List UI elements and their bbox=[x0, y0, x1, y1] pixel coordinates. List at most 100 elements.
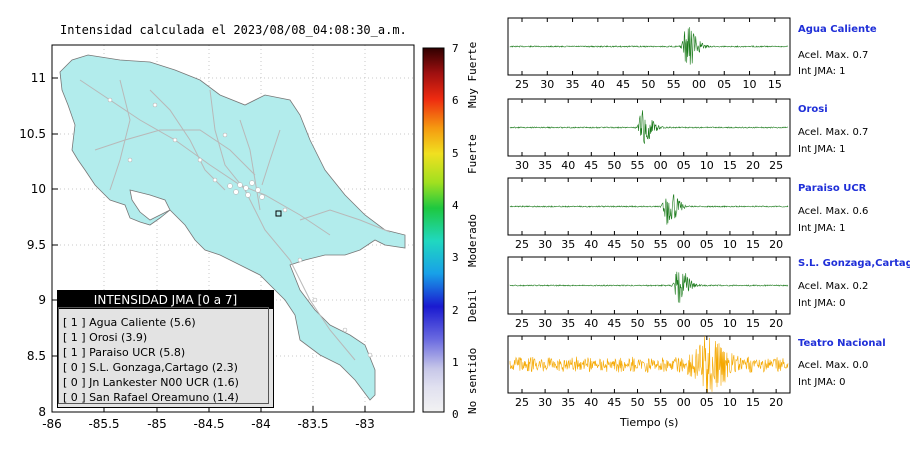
station-name: S.L. Gonzaga,Cartago bbox=[798, 258, 910, 269]
legend-station: Orosi (3.9) bbox=[89, 331, 148, 344]
time-tick: 55 bbox=[654, 396, 668, 409]
time-tick: 50 bbox=[631, 317, 645, 330]
colorbar-tick: 2 bbox=[452, 303, 459, 317]
station-jma: Int JMA: 1 bbox=[798, 223, 846, 234]
map-roads bbox=[79, 79, 391, 361]
map-x-tick: -83 bbox=[355, 417, 375, 431]
time-tick: 55 bbox=[631, 159, 645, 172]
legend-row: [ 1 ] Agua Caliente (5.6) bbox=[63, 316, 196, 329]
waveform-trace bbox=[509, 194, 789, 225]
colorbar-label-no-sentido: No sentido bbox=[466, 347, 479, 414]
time-tick: 25 bbox=[515, 78, 529, 91]
time-tick: 10 bbox=[723, 396, 737, 409]
time-tick: 00 bbox=[692, 78, 706, 91]
time-tick: 00 bbox=[677, 396, 691, 409]
time-tick: 15 bbox=[746, 238, 760, 251]
station-jma: Int JMA: 1 bbox=[798, 144, 846, 155]
legend-station: S.L. Gonzaga,Cartago (2.3) bbox=[89, 361, 238, 374]
legend-row: [ 0 ] Jn Lankester N00 UCR (1.6) bbox=[63, 376, 239, 389]
colorbar-label-fuerte: Fuerte bbox=[466, 134, 479, 174]
time-tick: 50 bbox=[607, 159, 621, 172]
map-y-tick: 9 bbox=[38, 293, 46, 307]
legend-row: [ 0 ] S.L. Gonzaga,Cartago (2.3) bbox=[63, 361, 238, 374]
legend-station: Agua Caliente (5.6) bbox=[89, 316, 196, 329]
time-tick: 15 bbox=[768, 78, 782, 91]
legend-row: [ 0 ] San Rafael Oreamuno (1.4) bbox=[63, 391, 239, 404]
intensity-legend: INTENSIDAD JMA [0 a 7] [ 1 ] Agua Calien… bbox=[57, 290, 274, 408]
time-tick: 10 bbox=[743, 78, 757, 91]
time-tick: 40 bbox=[584, 317, 598, 330]
time-tick: 45 bbox=[616, 78, 630, 91]
time-tick: 15 bbox=[746, 317, 760, 330]
time-tick: 05 bbox=[700, 317, 714, 330]
station-dots bbox=[107, 97, 373, 358]
time-tick: 55 bbox=[654, 238, 668, 251]
legend-row: [ 1 ] Paraiso UCR (5.8) bbox=[63, 346, 185, 359]
time-tick: 30 bbox=[538, 238, 552, 251]
time-tick: 00 bbox=[677, 317, 691, 330]
station-jma: Int JMA: 1 bbox=[798, 66, 846, 77]
time-tick: 45 bbox=[607, 396, 621, 409]
legend-jma: [ 1 ] bbox=[63, 331, 86, 344]
map-y-tick: 8 bbox=[38, 405, 46, 419]
time-tick: 40 bbox=[591, 78, 605, 91]
station-accel: Acel. Max. 0.2 bbox=[798, 281, 869, 292]
colorbar-label-muy-fuerte: Muy Fuerte bbox=[466, 41, 479, 108]
time-tick: 50 bbox=[641, 78, 655, 91]
colorbar-tick: 7 bbox=[452, 42, 459, 55]
time-tick: 20 bbox=[769, 396, 783, 409]
station-accel: Acel. Max. 0.7 bbox=[798, 50, 869, 61]
colorbar bbox=[422, 47, 445, 413]
time-tick: 30 bbox=[515, 159, 529, 172]
x-axis-label: Tiempo (s) bbox=[620, 416, 679, 429]
time-tick: 30 bbox=[538, 396, 552, 409]
time-tick: 45 bbox=[607, 238, 621, 251]
time-tick: 10 bbox=[723, 238, 737, 251]
colorbar-tick: 1 bbox=[452, 355, 459, 369]
time-tick: 25 bbox=[515, 238, 529, 251]
time-tick: 05 bbox=[717, 78, 731, 91]
map-x-tick: -84 bbox=[251, 417, 271, 431]
legend-list: [ 1 ] Agua Caliente (5.6) [ 1 ] Orosi (3… bbox=[58, 307, 269, 404]
time-tick: 40 bbox=[584, 396, 598, 409]
colorbar-tick: 4 bbox=[452, 198, 459, 212]
colorbar-tick: 3 bbox=[452, 251, 459, 265]
time-tick: 50 bbox=[631, 238, 645, 251]
time-tick: 45 bbox=[584, 159, 598, 172]
time-tick: 45 bbox=[607, 317, 621, 330]
station-name: Paraiso UCR bbox=[798, 183, 867, 194]
time-tick: 25 bbox=[515, 317, 529, 330]
time-tick: 35 bbox=[561, 238, 575, 251]
time-tick: 35 bbox=[561, 317, 575, 330]
map-x-axis: -86 -85.5 -85 -84.5 -84 -83.5 -83 bbox=[42, 406, 375, 431]
seismogram-panel: 25 30 35 40 45 50 55 00 05 10 15 bbox=[507, 17, 791, 91]
seismogram-panel: 25 30 35 40 45 50 55 00 05 10 15 20 bbox=[507, 177, 791, 251]
time-tick: 25 bbox=[515, 396, 529, 409]
time-tick: 40 bbox=[561, 159, 575, 172]
station-jma: Int JMA: 0 bbox=[798, 377, 846, 388]
time-tick: 05 bbox=[677, 159, 691, 172]
time-tick: 15 bbox=[746, 396, 760, 409]
time-tick: 50 bbox=[631, 396, 645, 409]
seismogram-panels: 25 30 35 40 45 50 55 00 05 10 15 30 35 40 45 50 55 00 05 10… bbox=[507, 17, 791, 409]
station-name: Orosi bbox=[798, 104, 828, 115]
time-tick: 25 bbox=[769, 159, 783, 172]
colorbar-tick: 6 bbox=[452, 94, 459, 108]
legend-jma: [ 0 ] bbox=[63, 391, 86, 404]
time-tick: 35 bbox=[561, 396, 575, 409]
legend-jma: [ 1 ] bbox=[63, 316, 86, 329]
legend-jma: [ 0 ] bbox=[63, 361, 86, 374]
time-tick: 10 bbox=[700, 159, 714, 172]
time-tick: 35 bbox=[566, 78, 580, 91]
map-y-tick: 11 bbox=[31, 71, 46, 85]
time-tick: 10 bbox=[723, 317, 737, 330]
time-tick: 20 bbox=[746, 159, 760, 172]
legend-jma: [ 0 ] bbox=[63, 376, 86, 389]
map-y-axis: 11 10.5 10 9.5 9 8.5 8 bbox=[19, 71, 58, 419]
seismogram-panel: 30 35 40 45 50 55 00 05 10 15 20 25 bbox=[507, 98, 791, 172]
map-x-tick: -85.5 bbox=[88, 417, 119, 431]
map-title: Intensidad calculada el 2023/08/08_04:08… bbox=[60, 23, 407, 37]
waveform-trace bbox=[509, 271, 789, 303]
time-tick: 40 bbox=[584, 238, 598, 251]
legend-title: INTENSIDAD JMA [0 a 7] bbox=[58, 291, 273, 309]
